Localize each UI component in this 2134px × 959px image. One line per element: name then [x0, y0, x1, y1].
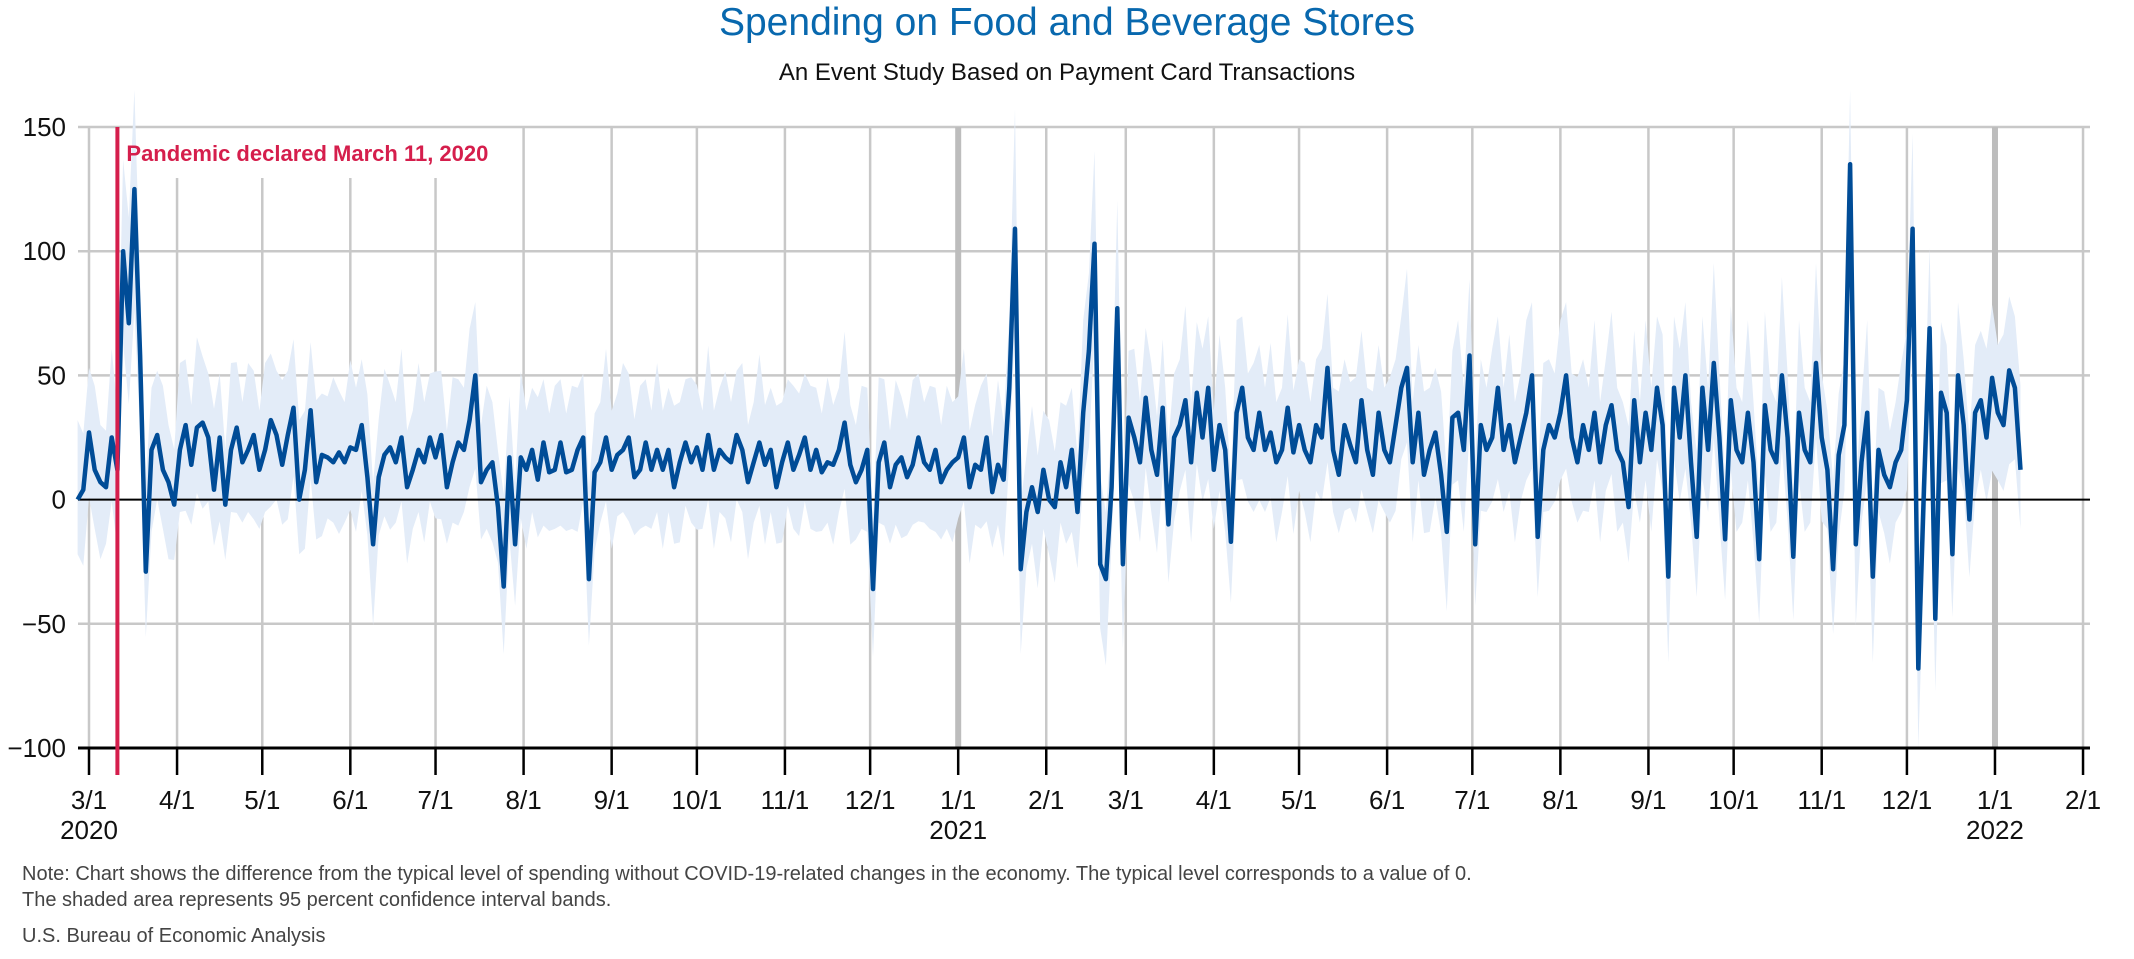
x-tick-label: 9/1	[594, 785, 630, 815]
line-chart: Pandemic declared March 11, 2020 150 100 5…	[7, 89, 2101, 845]
x-tick-label: 12/1	[845, 785, 896, 815]
y-tick-label: −100	[7, 733, 66, 763]
annotation-layer: Pandemic declared March 11, 2020	[115, 127, 488, 775]
x-tick-label: 11/1	[761, 785, 810, 815]
pandemic-annotation-label: Pandemic declared March 11, 2020	[126, 141, 488, 166]
x-tick-label: 7/1	[1454, 785, 1490, 815]
x-tick-label: 1/1	[940, 785, 976, 815]
y-tick-label: 100	[23, 236, 66, 266]
chart-title: Spending on Food and Beverage Stores	[718, 1, 1415, 44]
x-tick-label: 1/1	[1977, 785, 2013, 815]
y-tick-label: 50	[37, 360, 66, 390]
series-line-layer	[75, 162, 2023, 671]
x-tick-label: 5/1	[244, 785, 280, 815]
y-tick-label: −50	[22, 609, 66, 639]
x-tick-label: 8/1	[506, 785, 542, 815]
x-tick-label: 7/1	[417, 785, 453, 815]
x-tick-label: 8/1	[1542, 785, 1578, 815]
x-tick-label: 6/1	[332, 785, 368, 815]
y-tick-label: 0	[52, 485, 66, 515]
x-tick-label: 9/1	[1630, 785, 1666, 815]
x-tick-label: 6/1	[1369, 785, 1405, 815]
series-line	[75, 162, 2023, 671]
x-tick-label: 12/1	[1882, 785, 1933, 815]
x-tick-label: 3/1	[71, 785, 107, 815]
note-line-1: Note: Chart shows the difference from th…	[22, 863, 1472, 885]
x-tick-year-label: 2022	[1966, 815, 2024, 845]
x-tick-label: 11/1	[1797, 785, 1846, 815]
y-tick-label: 150	[23, 112, 66, 142]
x-tick-label: 2/1	[1028, 785, 1064, 815]
x-tick-label: 10/1	[672, 785, 723, 815]
source-label: U.S. Bureau of Economic Analysis	[22, 925, 326, 947]
chart-subtitle: An Event Study Based on Payment Card Tra…	[778, 59, 1356, 86]
x-tick-label: 3/1	[1108, 785, 1144, 815]
x-tick-year-label: 2020	[60, 815, 118, 845]
axis-layer	[78, 498, 2090, 775]
x-tick-year-label: 2021	[929, 815, 987, 845]
note-line-2: The shaded area represents 95 percent co…	[22, 889, 612, 911]
x-tick-label: 10/1	[1708, 785, 1759, 815]
x-tick-label: 4/1	[159, 785, 195, 815]
x-tick-label: 4/1	[1196, 785, 1232, 815]
x-tick-label: 5/1	[1281, 785, 1317, 815]
x-tick-label: 2/1	[2065, 785, 2101, 815]
